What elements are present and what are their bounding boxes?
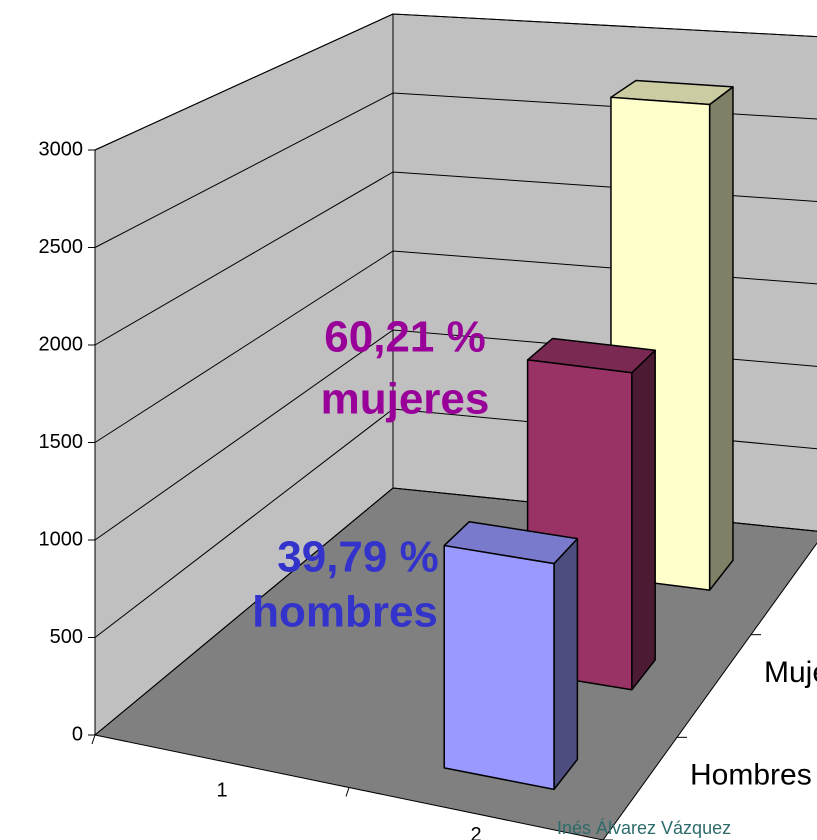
annotation: 60,21 %: [324, 313, 485, 362]
x-tick-label: 1: [216, 780, 227, 802]
bars: [443, 79, 734, 791]
annotation: mujeres: [321, 375, 490, 424]
y-tick-label: 1000: [39, 528, 84, 550]
bar-side: [631, 349, 656, 691]
y-tick-label: 2500: [39, 236, 84, 258]
x-tick-label: 2: [470, 824, 481, 840]
x-tick: [345, 787, 350, 797]
y-tick-label: 2000: [39, 333, 84, 355]
series-label: Hombres: [690, 759, 812, 792]
y-tick-label: 0: [72, 723, 83, 745]
annotation: 39,79 %: [277, 533, 438, 582]
grid-line: [94, 13, 817, 151]
bar-front: [443, 544, 555, 791]
annotation: hombres: [252, 588, 438, 637]
x-tick: [91, 734, 96, 745]
labels: 0 500 1000 1500 2000 2500 3000 1 2 Hombres Mujeres: [39, 138, 817, 840]
bar-side: [708, 86, 734, 591]
bar-side: [553, 537, 579, 791]
y-tick-label: 1500: [39, 431, 84, 453]
series-label: Mujeres: [764, 656, 817, 689]
y-tick-label: 3000: [39, 138, 84, 160]
y-tick-label: 500: [50, 626, 83, 648]
credit: Inés Álvarez Vázquez: [557, 818, 731, 838]
